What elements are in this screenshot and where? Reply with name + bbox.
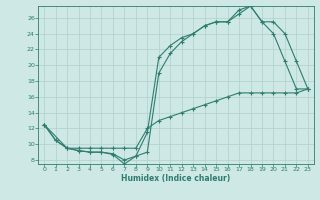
X-axis label: Humidex (Indice chaleur): Humidex (Indice chaleur)	[121, 174, 231, 183]
